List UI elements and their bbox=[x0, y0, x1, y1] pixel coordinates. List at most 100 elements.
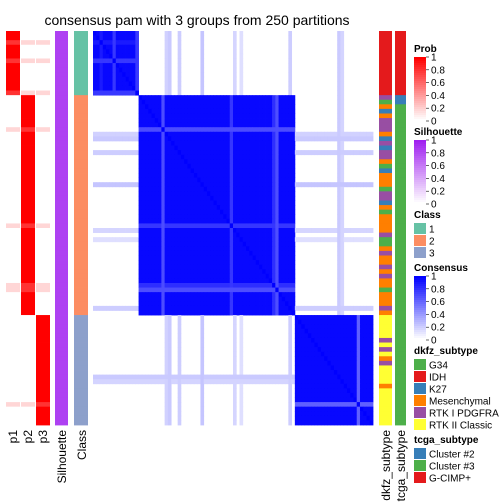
consensus-cell bbox=[219, 182, 224, 188]
consensus-cell bbox=[327, 374, 332, 380]
consensus-cell bbox=[333, 356, 338, 362]
consensus-cell bbox=[164, 237, 169, 243]
consensus-cell bbox=[294, 411, 299, 417]
consensus-cell bbox=[327, 315, 332, 321]
consensus-cell bbox=[216, 168, 221, 174]
consensus-cell bbox=[259, 296, 263, 302]
consensus-cell bbox=[249, 209, 253, 215]
consensus-cell bbox=[167, 195, 172, 201]
consensus-cell bbox=[206, 127, 211, 133]
annotation-cell-dkfz-subtype bbox=[379, 200, 392, 206]
consensus-cell bbox=[148, 159, 153, 165]
consensus-cell bbox=[301, 136, 306, 142]
consensus-cell bbox=[167, 150, 172, 156]
consensus-cell bbox=[223, 260, 227, 266]
consensus-cell bbox=[294, 324, 299, 330]
consensus-cell bbox=[314, 342, 319, 348]
consensus-cell bbox=[206, 237, 211, 243]
consensus-cell bbox=[356, 374, 361, 380]
annotation-cell-p1 bbox=[6, 269, 20, 275]
consensus-cell bbox=[138, 237, 143, 243]
annotation-cell-class bbox=[74, 342, 88, 348]
annotation-cell-p3 bbox=[36, 360, 50, 366]
consensus-cell bbox=[180, 269, 185, 275]
consensus-cell bbox=[275, 145, 279, 151]
annotation-cell-p2 bbox=[21, 44, 35, 50]
consensus-cell bbox=[363, 333, 367, 339]
consensus-cell bbox=[304, 342, 309, 348]
consensus-cell bbox=[174, 122, 179, 128]
consensus-cell bbox=[219, 278, 224, 284]
consensus-cell bbox=[132, 237, 136, 243]
consensus-cell bbox=[350, 319, 354, 325]
consensus-cell bbox=[200, 218, 205, 224]
consensus-cell bbox=[161, 255, 166, 261]
annotation-cell-dkfz-subtype bbox=[379, 35, 392, 41]
consensus-cell bbox=[93, 72, 97, 78]
consensus-cell bbox=[200, 63, 205, 69]
consensus-cell bbox=[233, 411, 237, 417]
consensus-cell bbox=[340, 205, 345, 211]
consensus-cell bbox=[272, 282, 276, 288]
legend-gradient-step bbox=[414, 99, 426, 102]
consensus-cell bbox=[353, 315, 358, 321]
consensus-cell bbox=[177, 131, 182, 137]
consensus-cell bbox=[366, 337, 371, 343]
consensus-cell bbox=[138, 159, 143, 165]
consensus-cell bbox=[109, 85, 113, 91]
consensus-cell bbox=[314, 131, 319, 137]
consensus-cell bbox=[164, 264, 169, 270]
consensus-cell bbox=[259, 131, 263, 137]
consensus-cell bbox=[330, 305, 335, 311]
consensus-cell bbox=[180, 168, 185, 174]
consensus-cell bbox=[151, 209, 156, 215]
consensus-cell bbox=[236, 241, 240, 247]
annotation-cell-p2 bbox=[21, 186, 35, 192]
consensus-cell bbox=[233, 118, 237, 124]
consensus-cell bbox=[190, 136, 195, 142]
consensus-cell bbox=[330, 315, 335, 321]
consensus-cell bbox=[138, 214, 143, 220]
consensus-cell bbox=[337, 131, 341, 137]
consensus-cell bbox=[366, 131, 371, 137]
consensus-cell bbox=[242, 159, 247, 165]
consensus-cell bbox=[259, 241, 263, 247]
consensus-cell bbox=[187, 127, 192, 133]
consensus-cell bbox=[265, 122, 270, 128]
annotation-cell-p2 bbox=[21, 360, 35, 366]
annotation-cell-tcga-subtype bbox=[395, 347, 406, 353]
legend-swatch bbox=[414, 395, 426, 406]
consensus-cell bbox=[226, 209, 231, 215]
consensus-cell bbox=[148, 163, 153, 169]
consensus-cell bbox=[167, 67, 172, 73]
consensus-cell bbox=[132, 31, 136, 36]
consensus-cell bbox=[301, 402, 306, 408]
consensus-cell bbox=[249, 282, 253, 288]
legend-gradient-step bbox=[414, 304, 426, 307]
consensus-cell bbox=[210, 154, 214, 160]
legend-tick-label: 0.6 bbox=[431, 161, 445, 172]
consensus-cell bbox=[314, 370, 319, 375]
consensus-cell bbox=[171, 127, 175, 133]
annotation-cell-class bbox=[74, 255, 88, 261]
consensus-cell bbox=[229, 218, 234, 224]
consensus-cell bbox=[346, 397, 351, 403]
consensus-cell bbox=[311, 383, 315, 389]
annotation-cell-silhouette bbox=[55, 269, 68, 275]
annotation-cell-class bbox=[74, 205, 88, 211]
consensus-cell bbox=[158, 228, 162, 233]
consensus-cell bbox=[259, 214, 263, 220]
consensus-cell bbox=[193, 232, 198, 238]
legend-gradient-step bbox=[414, 192, 426, 195]
annotation-cell-silhouette bbox=[55, 383, 68, 389]
annotation-cell-tcga-subtype bbox=[395, 191, 406, 197]
consensus-cell bbox=[184, 200, 188, 206]
consensus-cell bbox=[337, 319, 341, 325]
consensus-cell bbox=[200, 250, 205, 256]
annotation-cell-tcga-subtype bbox=[395, 365, 406, 371]
annotation-cell-p3 bbox=[36, 49, 50, 55]
consensus-cell bbox=[164, 365, 169, 371]
consensus-cell bbox=[268, 301, 273, 307]
annotation-cell-class bbox=[74, 347, 88, 353]
consensus-cell bbox=[219, 296, 224, 302]
